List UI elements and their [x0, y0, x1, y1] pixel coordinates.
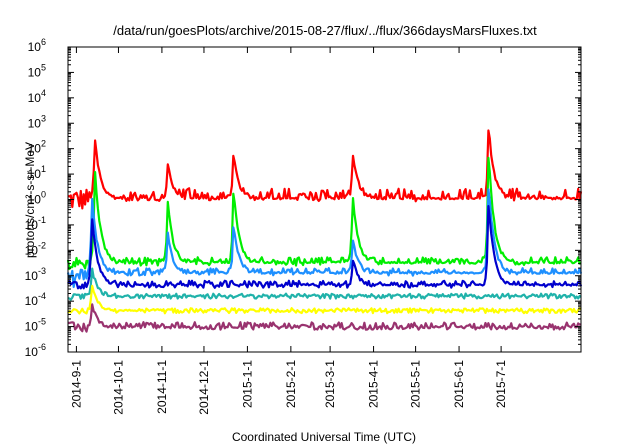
y-tick-label: 104: [28, 88, 46, 105]
x-tick-label: 2015-7-1: [494, 360, 508, 408]
y-tick-label: 10-6: [25, 342, 46, 359]
x-tick-label: 2015-4-1: [367, 360, 381, 408]
series-line: [66, 188, 583, 289]
y-tick-label: 106: [28, 37, 46, 54]
series-line: [67, 284, 582, 315]
y-tick-label: 10-5: [25, 317, 46, 334]
y-tick-label: 100: [28, 190, 46, 207]
series-line: [67, 129, 583, 210]
x-tick-label: 2015-1-1: [240, 360, 254, 408]
y-tick-label: 10-1: [25, 215, 46, 232]
y-tick-label: 10-3: [25, 266, 46, 283]
series-line: [66, 156, 581, 271]
y-tick-label: 10-4: [25, 291, 46, 308]
x-tick-label: 2015-3-1: [323, 360, 337, 408]
y-tick-label: 102: [28, 139, 46, 156]
series-line: [67, 205, 583, 290]
y-tick-label: 101: [28, 164, 46, 181]
series-layer: [66, 129, 583, 333]
y-axis-label: protons/cm²-s-sr-MeV: [23, 142, 37, 258]
y-axis: 10-6 10-5 10-4 10-3 10-2 10-1 100 101 102 103 104 1…: [25, 37, 581, 359]
plot-frame: [67, 46, 582, 353]
x-tick-label: 2015-6-1: [452, 360, 466, 408]
series-line: [67, 267, 582, 301]
x-tick-label: 2014-10-1: [111, 360, 125, 415]
series-line: [67, 303, 582, 333]
x-axis-label: Coordinated Universal Time (UTC): [232, 430, 416, 444]
x-tick-label: 2015-5-1: [409, 360, 423, 408]
x-tick-label: 2014-12-1: [197, 360, 211, 415]
x-tick-label: 2014-11-1: [155, 360, 169, 414]
chart-title: /data/run/goesPlots/archive/2015-08-27/f…: [113, 23, 537, 38]
y-tick-label: 103: [28, 113, 46, 130]
y-tick-label: 10-2: [25, 240, 46, 257]
x-tick-label: 2014-9-1: [69, 360, 83, 408]
y-tick-label: 105: [28, 62, 46, 79]
x-tick-label: 2015-2-1: [284, 360, 298, 408]
x-axis: 2014-9-1 2014-10-1 2014-11-1 2014-12-1 2015-…: [69, 47, 508, 415]
